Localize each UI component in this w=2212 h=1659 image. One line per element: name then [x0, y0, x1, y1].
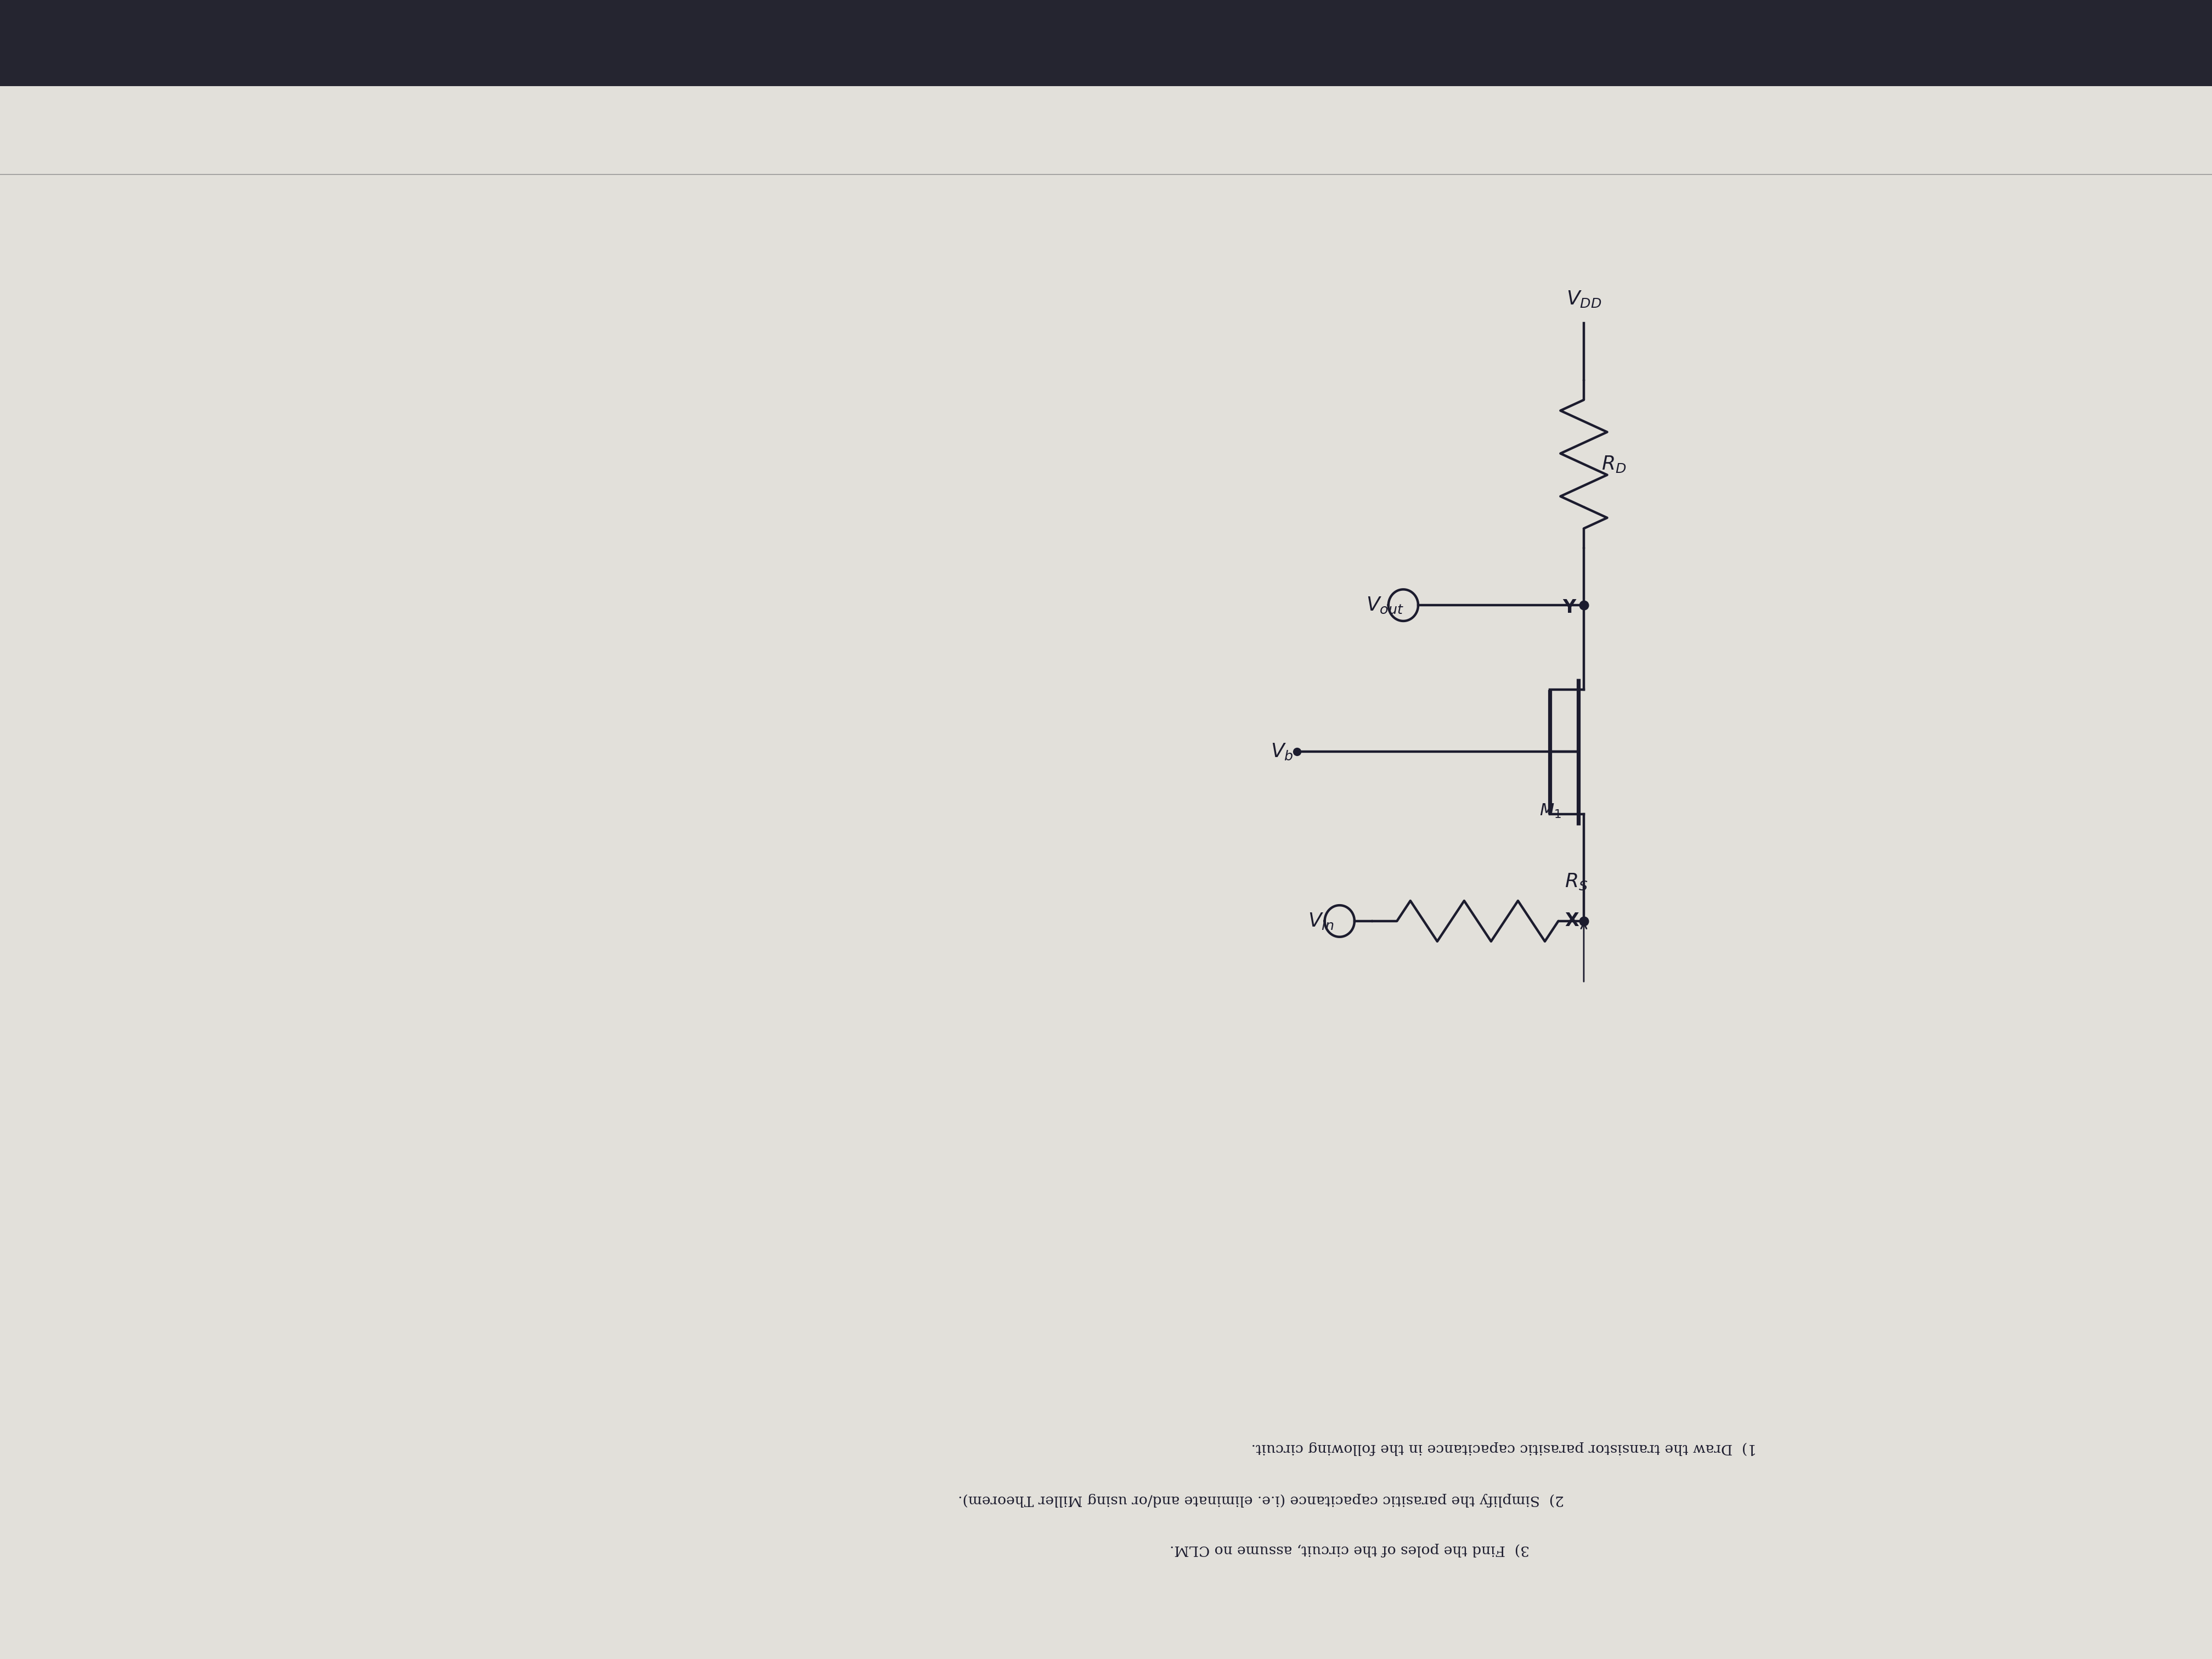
Text: $R_D$: $R_D$ — [1601, 455, 1626, 474]
Text: X: X — [1564, 912, 1579, 931]
Text: $V_{in}$: $V_{in}$ — [1307, 911, 1334, 931]
Text: 3)  Find the poles of the circuit, assume no CLM.: 3) Find the poles of the circuit, assume… — [1170, 1543, 1528, 1556]
Text: 2)  Simplify the parasitic capacitance (i.e. eliminate and/or using Miller Theor: 2) Simplify the parasitic capacitance (i… — [958, 1493, 1564, 1506]
Text: $V_{DD}$: $V_{DD}$ — [1566, 289, 1601, 309]
Text: Y: Y — [1562, 599, 1575, 617]
Bar — [0, 0, 2212, 86]
Text: $V_{out}$: $V_{out}$ — [1367, 596, 1405, 615]
Text: $M_1$: $M_1$ — [1540, 803, 1562, 820]
Text: 1)  Draw the transistor parasitic capacitance in the following circuit.: 1) Draw the transistor parasitic capacit… — [1252, 1442, 1756, 1455]
Text: $R_S$: $R_S$ — [1564, 873, 1588, 891]
Text: $V_b$: $V_b$ — [1270, 742, 1294, 761]
